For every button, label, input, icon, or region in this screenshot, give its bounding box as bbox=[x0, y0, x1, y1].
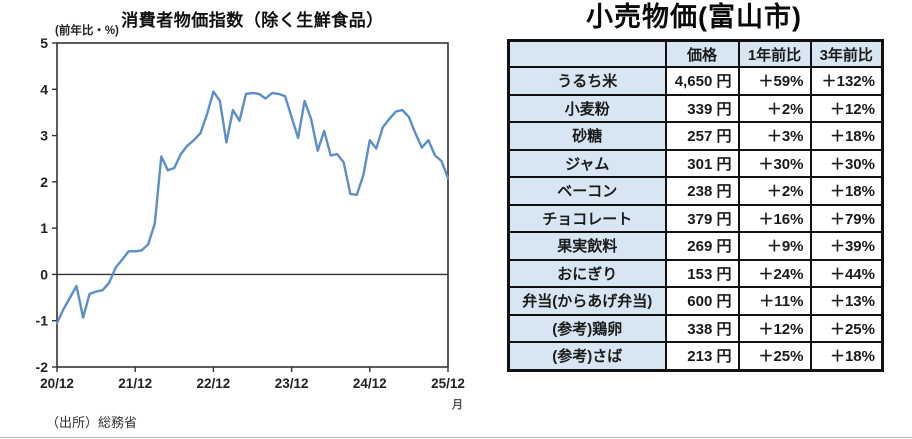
y-tick-label: -1 bbox=[36, 313, 49, 329]
table-row: おにぎり 153 円＋24% ＋44% bbox=[507, 258, 884, 288]
item-name-cell: おにぎり bbox=[507, 258, 667, 288]
x-tick-label: 25/12 bbox=[431, 376, 465, 391]
table-title: 小売物価(富山市) bbox=[586, 2, 802, 32]
x-tick-label: 21/12 bbox=[118, 376, 152, 391]
header-cell: 価格 bbox=[664, 39, 740, 68]
item-name-cell: ジャム bbox=[507, 148, 667, 178]
price-cell: 338 円 bbox=[664, 313, 740, 343]
cpi-line-chart: 5 4 3 2 1 0 -1 -220/12 21/12 22/12 23/12 24/12 25/12 bbox=[36, 35, 465, 391]
table-row: うるち米 4,650 円＋59% ＋132% bbox=[507, 66, 884, 96]
x-tick-label: 22/12 bbox=[197, 376, 231, 391]
vs-1yr-cell: ＋2% bbox=[737, 176, 812, 206]
vs-3yr-cell: ＋18% bbox=[809, 176, 884, 206]
cpi-chart-panel: 消費者物価指数（除く生鮮食品） (前年比・%) 5 4 3 2 1 0 -1 -2 20/12 2… bbox=[36, 11, 465, 430]
vs-1yr-cell: ＋16% bbox=[737, 203, 812, 233]
vs-1yr-cell: ＋25% bbox=[737, 341, 812, 371]
vs-3yr-cell: ＋13% bbox=[809, 286, 884, 316]
table-row: 弁当(からあげ弁当) 600 円＋11% ＋13% bbox=[507, 286, 884, 316]
table-row: (参考)さば 213 円＋25% ＋18% bbox=[507, 341, 884, 371]
item-name-cell: (参考)鶏卵 bbox=[507, 313, 667, 343]
vs-1yr-cell: ＋12% bbox=[737, 313, 812, 343]
vs-3yr-cell: ＋79% bbox=[809, 203, 884, 233]
vs-1yr-cell: ＋3% bbox=[737, 121, 812, 151]
vs-3yr-cell: ＋18% bbox=[809, 121, 884, 151]
y-axis-unit-label: (前年比・%) bbox=[55, 25, 119, 37]
vs-1yr-cell: ＋30% bbox=[737, 148, 812, 178]
y-tick-label: 4 bbox=[40, 81, 48, 97]
table-row: 果実飲料 269 円＋9% ＋39% bbox=[507, 231, 884, 261]
item-name-cell: ベーコン bbox=[507, 176, 667, 206]
item-name-cell: 果実飲料 bbox=[507, 231, 667, 261]
vs-3yr-cell: ＋30% bbox=[809, 148, 884, 178]
price-cell: 600 円 bbox=[664, 286, 740, 316]
header-cell: 3年前比 bbox=[809, 39, 884, 68]
price-cell: 379 円 bbox=[664, 203, 740, 233]
table-row: 砂糖 257 円＋3% ＋18% bbox=[507, 121, 884, 151]
vs-3yr-cell: ＋18% bbox=[809, 341, 884, 371]
vs-1yr-cell: ＋9% bbox=[737, 231, 812, 261]
price-cell: 153 円 bbox=[664, 258, 740, 288]
vs-3yr-cell: ＋12% bbox=[809, 93, 884, 123]
item-name-cell: チョコレート bbox=[507, 203, 667, 233]
vs-3yr-cell: ＋132% bbox=[809, 66, 884, 96]
vs-3yr-cell: ＋39% bbox=[809, 231, 884, 261]
y-tick-label: 0 bbox=[40, 266, 48, 282]
price-table-header: 価格 1年前比 3年前比 bbox=[507, 39, 884, 68]
vs-1yr-cell: ＋2% bbox=[737, 93, 812, 123]
x-tick-label: 24/12 bbox=[353, 376, 387, 391]
item-name-cell: 砂糖 bbox=[507, 121, 667, 151]
table-row: 小麦粉 339 円＋2% ＋12% bbox=[507, 93, 884, 123]
price-table-body: うるち米 4,650 円＋59% ＋132% 小麦粉 339 円＋2% ＋12% 砂糖 257… bbox=[507, 66, 884, 371]
table-row: ジャム 301 円＋30% ＋30% bbox=[507, 148, 884, 178]
cpi-line-series bbox=[55, 90, 450, 325]
price-cell: 257 円 bbox=[664, 121, 740, 151]
price-cell: 301 円 bbox=[664, 148, 740, 178]
table-row: (参考)鶏卵 338 円＋12% ＋25% bbox=[507, 313, 884, 343]
y-tick-label: -2 bbox=[36, 359, 49, 375]
price-cell: 339 円 bbox=[664, 93, 740, 123]
x-tick-label: 23/12 bbox=[275, 376, 309, 391]
header-cell: 1年前比 bbox=[737, 39, 812, 68]
header-corner-cell bbox=[507, 39, 667, 68]
bottom-divider bbox=[0, 437, 912, 438]
vs-3yr-cell: ＋25% bbox=[809, 313, 884, 343]
y-tick-label: 5 bbox=[40, 35, 48, 51]
x-axis-month-suffix: 月 bbox=[452, 399, 463, 411]
item-name-cell: (参考)さば bbox=[507, 341, 667, 371]
vs-3yr-cell: ＋44% bbox=[809, 258, 884, 288]
price-cell: 213 円 bbox=[664, 341, 740, 371]
table-row: ベーコン 238 円＋2% ＋18% bbox=[507, 176, 884, 206]
chart-title: 消費者物価指数（除く生鮮食品） bbox=[121, 11, 384, 30]
price-cell: 238 円 bbox=[664, 176, 740, 206]
price-table: 価格 1年前比 3年前比 うるち米 4,650 円＋59% ＋132% 小麦粉 339 円＋… bbox=[507, 39, 884, 372]
item-name-cell: 小麦粉 bbox=[507, 93, 667, 123]
x-tick-label: 20/12 bbox=[40, 376, 74, 391]
vs-1yr-cell: ＋59% bbox=[737, 66, 812, 96]
retail-price-panel: 小売物価(富山市) 価格 1年前比 3年前比 うるち米 4,650 円＋59% ＋132… bbox=[507, 0, 884, 372]
price-cell: 4,650 円 bbox=[664, 66, 740, 96]
y-tick-label: 3 bbox=[40, 128, 48, 144]
source-note: （出所）総務省 bbox=[46, 415, 138, 430]
table-header-row: 価格 1年前比 3年前比 bbox=[507, 39, 884, 68]
table-row: チョコレート 379 円＋16% ＋79% bbox=[507, 203, 884, 233]
plot-frame bbox=[56, 42, 449, 368]
item-name-cell: うるち米 bbox=[507, 66, 667, 96]
y-tick-label: 1 bbox=[40, 220, 48, 236]
vs-1yr-cell: ＋11% bbox=[737, 286, 812, 316]
price-cell: 269 円 bbox=[664, 231, 740, 261]
y-tick-label: 2 bbox=[40, 174, 48, 190]
item-name-cell: 弁当(からあげ弁当) bbox=[507, 286, 667, 316]
vs-1yr-cell: ＋24% bbox=[737, 258, 812, 288]
